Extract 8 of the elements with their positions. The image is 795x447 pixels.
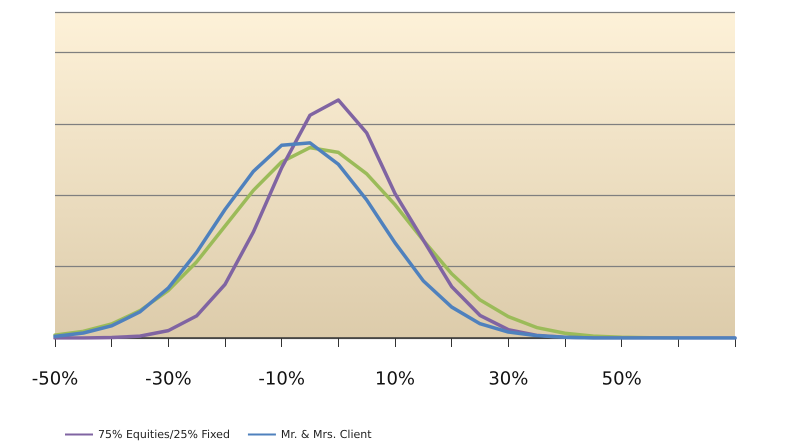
x-tick-label: -10% <box>258 368 305 390</box>
x-tick-label: -30% <box>145 368 192 390</box>
x-tick-label: 10% <box>374 368 416 390</box>
x-tick-label: 30% <box>488 368 528 390</box>
x-tick-label: 50% <box>602 368 642 390</box>
legend-label: 75% Equities/25% Fixed <box>98 428 230 441</box>
x-tick-label: -50% <box>32 368 78 390</box>
legend-label: Mr. & Mrs. Client <box>280 428 372 441</box>
